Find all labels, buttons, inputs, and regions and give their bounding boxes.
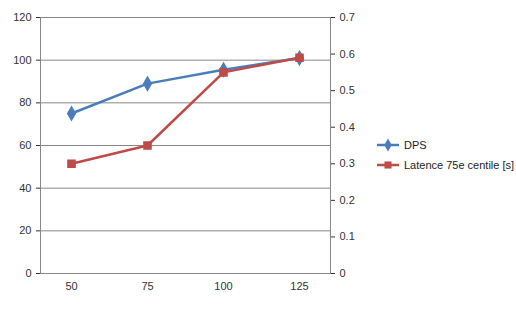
html-text:DPS: DPS xyxy=(404,139,427,151)
svg-text:0.4: 0.4 xyxy=(340,121,355,133)
svg-text:40: 40 xyxy=(19,182,31,194)
svg-text:0.5: 0.5 xyxy=(340,84,355,96)
svg-text:0.6: 0.6 xyxy=(340,48,355,60)
svg-text:75: 75 xyxy=(141,280,153,292)
svg-text:0.1: 0.1 xyxy=(340,230,355,242)
svg-text:0: 0 xyxy=(340,267,346,279)
svg-text:80: 80 xyxy=(19,96,31,108)
svg-text:0.7: 0.7 xyxy=(340,11,355,23)
svg-text:120: 120 xyxy=(13,11,31,23)
svg-text:50: 50 xyxy=(65,280,77,292)
svg-text:100: 100 xyxy=(13,54,31,66)
svg-text:100: 100 xyxy=(214,280,232,292)
svg-text:0.3: 0.3 xyxy=(340,157,355,169)
svg-text:0.2: 0.2 xyxy=(340,194,355,206)
svg-text:0: 0 xyxy=(25,267,31,279)
svg-text:20: 20 xyxy=(19,224,31,236)
svg-text:60: 60 xyxy=(19,139,31,151)
svg-text:125: 125 xyxy=(290,280,308,292)
html-text:Latence 75e centile [s]: Latence 75e centile [s] xyxy=(404,159,515,171)
